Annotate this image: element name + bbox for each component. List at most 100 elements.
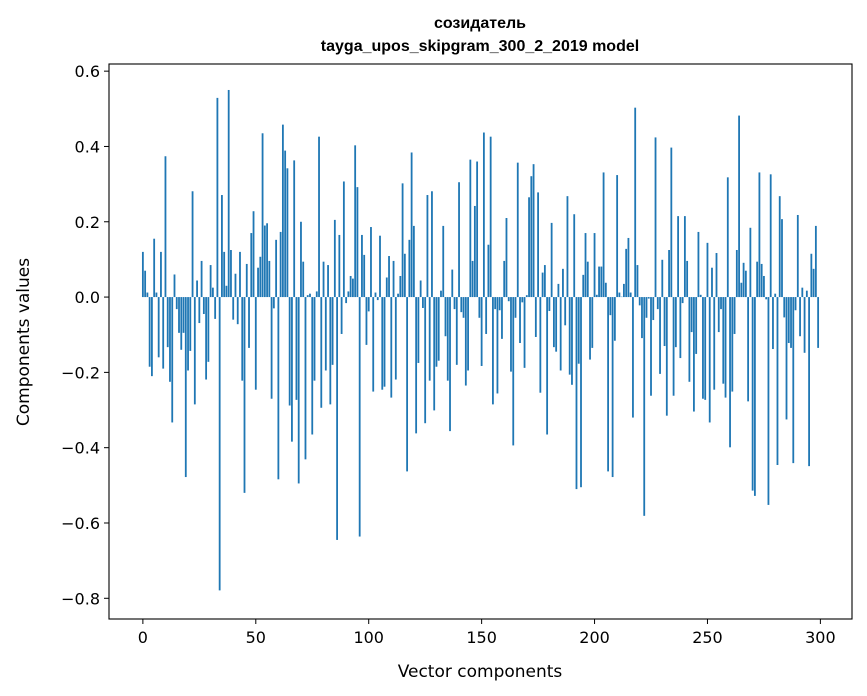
- bar: [729, 297, 731, 448]
- bar: [733, 297, 736, 334]
- bar: [656, 297, 659, 310]
- bar: [742, 262, 745, 298]
- bar: [661, 259, 664, 298]
- bar: [318, 136, 320, 298]
- bar: [598, 266, 600, 298]
- bar: [783, 297, 786, 318]
- bar: [801, 287, 804, 298]
- y-tick-label: −0.6: [61, 514, 100, 533]
- bar: [744, 270, 747, 298]
- bar: [650, 297, 652, 396]
- bar: [230, 250, 232, 298]
- bar: [227, 89, 230, 298]
- bar: [510, 297, 512, 372]
- bar: [702, 297, 704, 399]
- bar: [543, 265, 546, 298]
- bar: [261, 133, 264, 298]
- bar: [595, 294, 598, 298]
- bar: [735, 250, 738, 298]
- bar: [293, 160, 296, 298]
- bar: [191, 191, 194, 298]
- bar: [422, 297, 424, 308]
- bar: [311, 297, 314, 435]
- bar: [706, 242, 709, 298]
- bar: [286, 168, 289, 298]
- bar: [462, 297, 465, 318]
- bar: [458, 182, 460, 298]
- bar: [708, 297, 711, 423]
- bar: [600, 266, 603, 298]
- bar: [322, 261, 325, 298]
- bar: [810, 253, 813, 298]
- bar: [399, 275, 402, 298]
- bar: [512, 297, 515, 446]
- bar: [374, 292, 377, 298]
- bar: [207, 297, 210, 362]
- x-axis-label: Vector components: [398, 662, 563, 682]
- chart-title: созидатель: [434, 15, 526, 32]
- bar: [577, 297, 580, 364]
- bar: [345, 297, 348, 304]
- bar: [221, 195, 223, 298]
- bar: [681, 297, 684, 304]
- bar: [442, 225, 445, 298]
- bar: [726, 177, 729, 298]
- bar: [356, 187, 359, 298]
- bar: [476, 161, 479, 298]
- bar: [769, 174, 772, 298]
- y-tick-label: 0.2: [75, 213, 100, 232]
- bar: [534, 297, 537, 337]
- bar: [695, 297, 698, 354]
- bar: [284, 150, 287, 298]
- bar: [562, 268, 564, 298]
- bar: [482, 132, 485, 298]
- bar: [467, 297, 469, 371]
- bar: [521, 297, 524, 303]
- chart-subtitle: tayga_upos_skipgram_300_2_2019 model: [321, 38, 639, 55]
- bar: [275, 239, 278, 298]
- bar: [704, 297, 707, 400]
- bar: [473, 205, 476, 298]
- bar: [501, 297, 503, 339]
- bar: [426, 195, 429, 298]
- bar: [412, 225, 415, 298]
- bar: [566, 196, 569, 298]
- bar: [690, 297, 693, 333]
- bar: [252, 211, 255, 298]
- bar: [711, 267, 713, 298]
- bar: [645, 297, 648, 318]
- bar: [444, 297, 447, 337]
- bar: [817, 297, 820, 348]
- bar: [803, 297, 806, 353]
- bar: [266, 223, 268, 298]
- bar: [767, 297, 770, 505]
- bar: [415, 297, 418, 434]
- bar: [683, 216, 686, 298]
- bar: [654, 137, 657, 298]
- bar: [141, 251, 144, 298]
- bar: [370, 227, 372, 298]
- bar: [591, 297, 594, 348]
- bar: [715, 253, 718, 298]
- bar: [787, 297, 790, 344]
- bar: [659, 297, 661, 374]
- bar: [440, 290, 442, 298]
- bar: [239, 251, 241, 298]
- bar: [485, 297, 488, 334]
- bar: [699, 294, 702, 298]
- bar: [634, 107, 637, 298]
- bar: [814, 225, 817, 298]
- bar: [385, 277, 388, 298]
- bar: [209, 265, 212, 298]
- bar: [790, 297, 792, 348]
- bar: [571, 297, 573, 385]
- bar: [541, 272, 544, 298]
- bar: [618, 292, 621, 298]
- bar: [392, 260, 395, 298]
- bar: [166, 297, 169, 348]
- bars-group: [141, 89, 820, 591]
- bar: [765, 297, 768, 300]
- bar: [313, 297, 316, 381]
- bar: [663, 297, 666, 347]
